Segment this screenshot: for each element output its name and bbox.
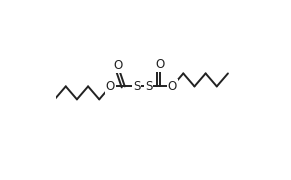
Text: O: O [106, 80, 115, 93]
Text: S: S [133, 80, 141, 93]
Text: O: O [156, 58, 165, 71]
Text: S: S [145, 80, 152, 93]
Text: O: O [113, 59, 122, 72]
Text: O: O [168, 80, 177, 93]
